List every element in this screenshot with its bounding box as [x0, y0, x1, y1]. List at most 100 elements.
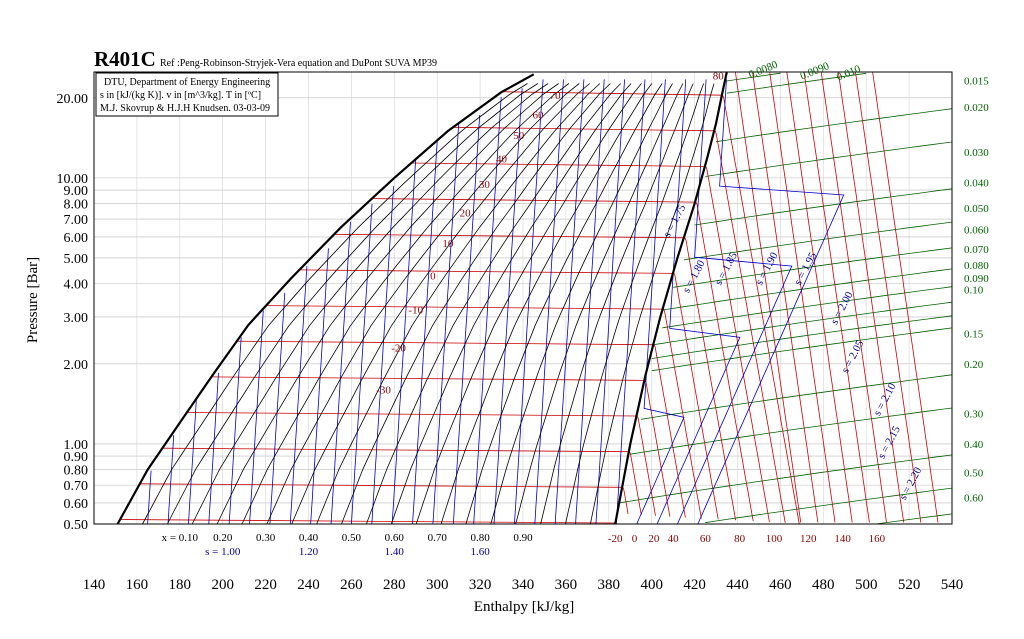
quality-line	[565, 83, 704, 525]
specific-volume-lines	[619, 72, 953, 525]
isentrope-line	[167, 435, 175, 525]
chart-title: R401C	[94, 47, 156, 71]
quality-label: 0.40	[299, 532, 319, 544]
isotherm-line	[371, 198, 754, 522]
quality-line	[590, 83, 715, 525]
x-tick-label: 520	[898, 577, 921, 593]
quality-line	[440, 83, 653, 525]
specific-volume-label: 0.10	[964, 285, 984, 297]
isotherm-line	[334, 233, 736, 521]
quality-line	[316, 83, 601, 525]
quality-line	[390, 83, 632, 525]
temperature-label: 0	[430, 270, 436, 282]
isentrope-line	[534, 79, 564, 525]
temperature-bottom-label: 160	[869, 533, 886, 545]
x-tick-label: 320	[469, 577, 492, 593]
quality-label: 0.50	[342, 532, 362, 544]
info-line-3: M.J. Skovrup & H.J.H Knudsen. 03-03-09	[100, 103, 270, 114]
temperature-bottom-label: 80	[734, 533, 746, 545]
isentrope-line	[615, 79, 646, 525]
specific-volume-label: 0.60	[964, 492, 984, 504]
x-tick-label: 300	[426, 577, 449, 593]
quality-label: 0.60	[385, 532, 405, 544]
specific-volume-label: 0.020	[964, 102, 989, 114]
isentrope-line	[147, 470, 152, 525]
x-tick-label: 340	[512, 577, 535, 593]
isentrope-line	[289, 266, 308, 525]
specific-volume-line	[726, 72, 867, 94]
specific-volume-line	[715, 108, 953, 143]
temperature-bottom-label: 20	[648, 533, 660, 545]
temperature-label: 80	[713, 70, 725, 82]
isentrope-line	[575, 79, 605, 525]
quality-line	[142, 83, 528, 525]
specific-volume-line	[705, 487, 953, 524]
isotherm-line	[735, 71, 802, 523]
quality-line	[291, 83, 590, 525]
isentrope-lines	[147, 79, 845, 525]
temperature-bottom-label: 120	[800, 533, 817, 545]
isotherm-line	[411, 162, 770, 522]
saturated-vapor-line	[614, 71, 728, 525]
temperature-label: 60	[533, 110, 545, 122]
quality-label: 0.20	[213, 532, 233, 544]
isentrope-line	[432, 123, 460, 525]
isentrope-line	[249, 310, 264, 525]
isentrope-line	[412, 141, 438, 525]
isentrope-line	[188, 399, 197, 525]
temperature-label: 10	[442, 238, 454, 250]
info-line-2: s in [kJ/(kg K)]. v in [m^3/kg]. T in [º…	[100, 90, 261, 101]
x-tick-label: 240	[297, 577, 320, 593]
isentrope-line	[269, 292, 286, 525]
isotherm-line	[186, 412, 656, 516]
chart-subtitle: Ref :Peng-Robinson-Stryjek-Vera equation…	[160, 58, 437, 69]
info-line-1: DTU, Department of Energy Engineering	[104, 77, 270, 88]
quality-line	[241, 83, 570, 525]
specific-volume-line	[651, 301, 953, 346]
y-tick-label: 0.60	[64, 497, 89, 512]
specific-volume-label: 0.050	[964, 203, 989, 215]
temperature-label: -20	[391, 343, 406, 355]
y-tick-label: 3.00	[64, 311, 89, 326]
isotherm-line	[266, 305, 702, 519]
specific-volume-label: 0.060	[964, 224, 989, 236]
isotherm-lines	[120, 71, 939, 524]
quality-label: 0.80	[470, 532, 490, 544]
x-tick-label: 420	[683, 577, 706, 593]
x-tick-label: 460	[769, 577, 792, 593]
isentrope-line	[636, 79, 685, 525]
specific-volume-line	[630, 407, 953, 455]
temperature-bottom-label: 60	[700, 533, 712, 545]
x-tick-label: 220	[254, 577, 277, 593]
y-axis-title: Pressure [Bar]	[25, 257, 41, 343]
temperature-bottom-label: -20	[608, 533, 623, 545]
isentrope-line	[371, 186, 394, 525]
specific-volume-label: 0.40	[964, 439, 984, 451]
isotherm-line	[502, 91, 800, 524]
x-axis-ticks: 140 160 180 200 220 240 260 280 300 320 340 360 380 4…	[83, 577, 964, 593]
specific-volume-label: 0.070	[964, 244, 989, 256]
y-tick-label: 8.00	[64, 198, 89, 213]
isentrope-line	[391, 159, 417, 525]
isotherm-line	[837, 71, 905, 523]
isentrope-line	[208, 372, 219, 525]
x-tick-label: 280	[383, 577, 406, 593]
y-tick-label: 10.00	[57, 172, 89, 187]
x-tick-label: 200	[211, 577, 234, 593]
temperature-label: 50	[513, 130, 525, 142]
entropy-bottom-label: 1.20	[299, 546, 319, 558]
quality-label: 0.70	[428, 532, 448, 544]
y-axis-ticks: 0.50 0.60 0.700.800.901.00 2.00 3.00 4.00 5.00…	[57, 92, 89, 533]
isentrope-line	[351, 203, 373, 525]
quality-label: x = 0.10	[162, 532, 199, 544]
temperature-label: 20	[460, 208, 472, 220]
x-tick-label: 480	[812, 577, 835, 593]
temperature-label: 30	[479, 179, 491, 191]
temperature-bottom-label: 40	[668, 533, 680, 545]
x-tick-label: 360	[555, 577, 578, 593]
isotherm-line	[236, 340, 686, 518]
entropy-bottom-label: s = 1.00	[205, 546, 241, 558]
y-tick-label: 0.80	[64, 464, 89, 479]
y-tick-label: 0.70	[64, 479, 89, 494]
